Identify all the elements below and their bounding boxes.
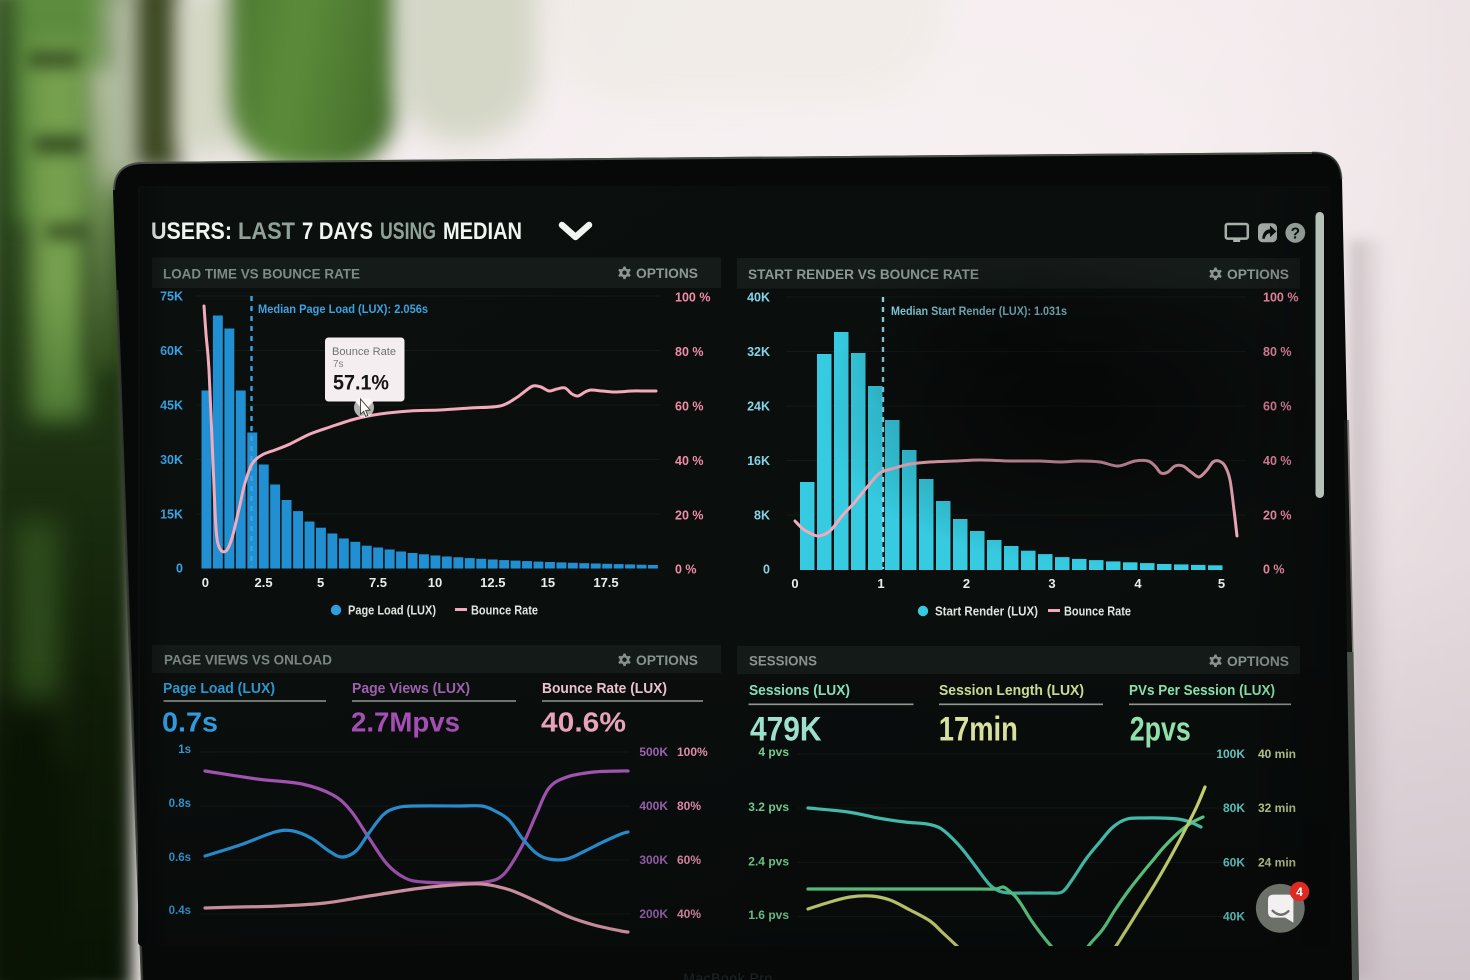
- svg-text:17.5: 17.5: [593, 575, 618, 590]
- svg-text:Median Page Load (LUX): 2.056s: Median Page Load (LUX): 2.056s: [258, 304, 428, 316]
- svg-text:5: 5: [317, 575, 324, 590]
- svg-text:MacBook Pro: MacBook Pro: [683, 970, 773, 980]
- svg-text:4: 4: [1134, 576, 1142, 591]
- svg-text:OPTIONS: OPTIONS: [636, 266, 698, 281]
- svg-text:100 %: 100 %: [675, 291, 710, 305]
- svg-text:15: 15: [541, 575, 555, 590]
- svg-text:LAST: LAST: [238, 218, 295, 245]
- svg-text:MEDIAN: MEDIAN: [443, 218, 522, 245]
- svg-text:5: 5: [1218, 576, 1225, 591]
- svg-text:3: 3: [1048, 576, 1055, 591]
- svg-text:12.5: 12.5: [480, 575, 505, 590]
- svg-text:40K: 40K: [747, 291, 770, 305]
- svg-text:8K: 8K: [754, 509, 770, 523]
- svg-text:80 %: 80 %: [675, 345, 704, 359]
- svg-text:16K: 16K: [747, 454, 770, 468]
- svg-text:1: 1: [877, 576, 884, 591]
- svg-text:0: 0: [176, 562, 183, 576]
- svg-text:4: 4: [1296, 885, 1303, 899]
- svg-text:2.5: 2.5: [255, 575, 273, 590]
- svg-text:Bounce Rate: Bounce Rate: [332, 346, 396, 358]
- svg-text:60 %: 60 %: [675, 400, 704, 414]
- svg-text:24K: 24K: [747, 400, 770, 414]
- svg-text:40 %: 40 %: [675, 454, 704, 468]
- svg-text:USING: USING: [380, 218, 436, 245]
- svg-text:0: 0: [763, 563, 770, 577]
- svg-text:0: 0: [202, 575, 209, 590]
- svg-text:20 %: 20 %: [675, 509, 704, 523]
- svg-text:32K: 32K: [747, 345, 770, 359]
- svg-text:LOAD TIME VS BOUNCE RATE: LOAD TIME VS BOUNCE RATE: [163, 267, 360, 282]
- svg-text:10: 10: [428, 575, 442, 590]
- svg-text:7s: 7s: [333, 359, 344, 370]
- svg-text:0: 0: [791, 576, 798, 591]
- svg-text:0 %: 0 %: [675, 563, 697, 577]
- svg-text:7.5: 7.5: [369, 575, 387, 590]
- svg-text:57.1%: 57.1%: [333, 371, 389, 395]
- svg-text:7 DAYS: 7 DAYS: [302, 218, 373, 245]
- svg-text:2: 2: [963, 576, 970, 591]
